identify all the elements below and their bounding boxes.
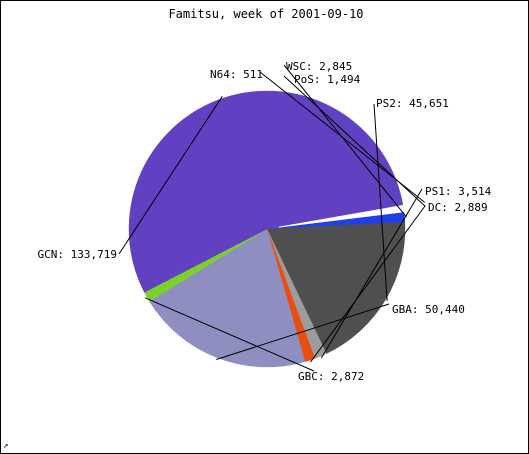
logo-icon: ↗ — [3, 441, 9, 451]
leader-line-wsc — [283, 64, 407, 218]
slice-label-dc: DC: 2,889 — [428, 201, 488, 214]
slice-label-wsc: WSC: 2,845 — [286, 60, 352, 73]
leader-line-gba — [216, 303, 390, 360]
leader-line-ps2 — [373, 103, 388, 301]
leader-line-gcn — [118, 96, 223, 255]
leader-lines — [118, 64, 426, 372]
leader-line-gbc — [144, 297, 315, 372]
pie-slice-ps2 — [266, 221, 406, 354]
pie-slices — [128, 90, 425, 368]
slice-label-gba: GBA: 50,440 — [392, 303, 465, 316]
leader-line-dc — [310, 205, 426, 363]
leader-line-pos — [283, 75, 426, 207]
slice-label-gcn: GCN: 133,719 — [38, 248, 117, 261]
slice-label-pos: PoS: 1,494 — [294, 73, 361, 86]
chart-title: Famitsu, week of 2001-09-10 — [168, 7, 363, 21]
slice-label-ps2: PS2: 45,651 — [376, 97, 449, 110]
slice-label-n64: N64: 511 — [210, 68, 263, 81]
slice-label-ps1: PS1: 3,514 — [425, 185, 492, 198]
slice-labels: WSC: 2,845 PS2: 45,651 PS1: 3,514 DC: 2,889… — [38, 60, 492, 383]
slice-label-gbc: GBC: 2,872 — [298, 370, 364, 383]
pie-slice-gba — [149, 228, 306, 368]
leader-line-ps1 — [320, 188, 423, 359]
